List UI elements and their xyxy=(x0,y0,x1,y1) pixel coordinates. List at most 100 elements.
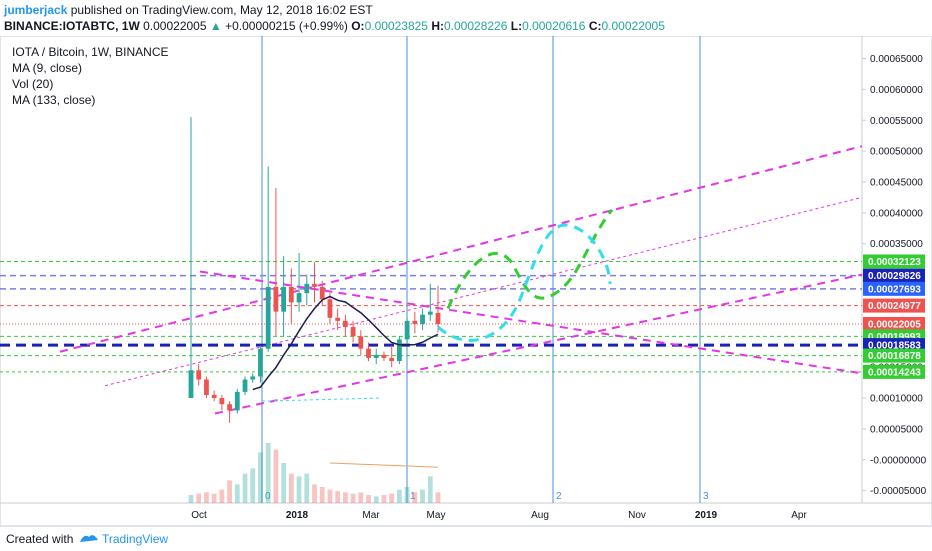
chart-header: jumberjack published on TradingView.com,… xyxy=(0,0,932,34)
up-arrow-icon: ▲ xyxy=(209,19,222,33)
volume-bar xyxy=(296,476,302,503)
publish-line: jumberjack published on TradingView.com,… xyxy=(4,3,373,17)
price-label-box xyxy=(863,348,925,363)
candle-body xyxy=(188,370,194,399)
volume-bar xyxy=(335,491,341,503)
price-label-text: 0.00016878 xyxy=(868,351,921,362)
y-tick-label: 0.00040000 xyxy=(870,208,923,219)
y-tick-label: 0.00005000 xyxy=(870,424,923,435)
x-tick-label: Oct xyxy=(191,510,207,521)
candle-body xyxy=(312,283,317,287)
vertical-marker-label: 2 xyxy=(556,491,562,502)
tradingview-brand-link[interactable]: TradingView xyxy=(102,532,169,546)
candle-body xyxy=(219,398,225,405)
volume-bar xyxy=(420,489,425,503)
price-label-box xyxy=(863,316,925,331)
y-tick-label: 0.00035000 xyxy=(870,239,923,250)
published-text: published on TradingView.com, May 12, 20… xyxy=(70,3,373,17)
volume-bar xyxy=(196,493,202,503)
price-chart[interactable]: 0.00065000 0.00060000 0.00055000 0.00050000… xyxy=(0,36,932,526)
candle-body xyxy=(250,376,256,380)
trend-line xyxy=(104,196,863,387)
volume-bar xyxy=(204,492,209,503)
candle-body xyxy=(427,311,433,315)
legend-indicator-vol[interactable]: Vol (20) xyxy=(12,77,54,91)
volume-bar xyxy=(366,495,371,503)
volume-bar xyxy=(304,473,310,503)
volume-bar xyxy=(265,443,271,503)
legend-indicator-ma133[interactable]: MA (133, close) xyxy=(12,93,96,107)
created-with-label: Created with xyxy=(6,532,74,546)
price-label-text: 0.00029826 xyxy=(868,271,921,282)
price-label-box xyxy=(863,281,925,296)
projection-path-green xyxy=(446,208,614,310)
price-label-text: 0.00018583 xyxy=(868,341,921,352)
volume-bar xyxy=(242,473,248,503)
candle-body xyxy=(234,391,240,411)
x-tick-label: 2018 xyxy=(286,510,309,521)
trend-line xyxy=(261,397,381,402)
candle-body xyxy=(258,348,263,377)
legend-indicator-ma9[interactable]: MA (9, close) xyxy=(12,61,83,75)
candle-body xyxy=(335,317,341,321)
projection-path-cyan xyxy=(437,223,612,342)
volume-ma-line xyxy=(329,462,439,468)
y-tick-label: 0.00050000 xyxy=(870,147,923,158)
ma9-line xyxy=(252,295,439,391)
y-tick-label: 0.00065000 xyxy=(870,54,923,65)
candle-body xyxy=(211,394,217,399)
legend-title: IOTA / Bitcoin, 1W, BINANCE xyxy=(12,45,169,59)
volume-bar xyxy=(427,476,433,503)
high-label: H: xyxy=(431,19,444,33)
candle-body xyxy=(242,379,248,392)
candle-body xyxy=(389,357,395,362)
y-tick-label: 0.00010000 xyxy=(870,394,923,405)
volume-bar xyxy=(273,449,279,503)
volume-bar xyxy=(412,492,418,503)
candle-body xyxy=(296,293,302,303)
chart-area[interactable]: 0.00065000 0.00060000 0.00055000 0.00050000… xyxy=(0,36,932,526)
vertical-marker-label: 3 xyxy=(703,491,709,502)
chart-legend: IOTA / Bitcoin, 1W, BINANCE MA (9, close… xyxy=(12,44,169,108)
price-label-text: 0.00027693 xyxy=(868,284,921,295)
volume-bar xyxy=(389,493,395,503)
candle-body xyxy=(412,320,418,324)
x-tick-label: Apr xyxy=(791,510,807,521)
candle-body xyxy=(342,320,348,328)
volume-bar xyxy=(327,489,333,503)
volume-bar xyxy=(350,493,356,503)
y-tick-label: -0.00005000 xyxy=(870,486,927,497)
candle-body xyxy=(196,370,202,380)
volume-bar xyxy=(312,484,317,503)
trend-line xyxy=(59,145,863,353)
volume-bar xyxy=(258,452,263,503)
candle-body xyxy=(366,348,371,358)
symbol-label: BINANCE:IOTABTC, 1W xyxy=(4,19,140,33)
vertical-marker-label: 0 xyxy=(265,491,271,502)
tradingview-logo-icon xyxy=(78,531,100,550)
open-value: 0.00023825 xyxy=(364,19,428,33)
low-value: 0.00020616 xyxy=(522,19,586,33)
volume-bar xyxy=(404,487,410,503)
candle-body xyxy=(350,327,356,337)
price-label-box xyxy=(863,254,925,269)
candle-body xyxy=(319,286,325,300)
price-label-text: 0.00022005 xyxy=(868,319,921,330)
volume-bar xyxy=(435,492,441,503)
volume-bar xyxy=(319,487,325,503)
high-value: 0.00028226 xyxy=(443,19,508,33)
volume-bar xyxy=(288,473,294,503)
price-change: +0.00000215 (+0.99%) xyxy=(225,19,348,33)
trend-line xyxy=(214,273,863,415)
close-value: 0.00022005 xyxy=(601,19,665,33)
price-label-text: 0.00019993 xyxy=(868,332,921,343)
candle-body xyxy=(404,320,410,340)
chart-border xyxy=(0,36,932,526)
volume-bar xyxy=(373,496,379,503)
price-label-text: 0.00032123 xyxy=(868,257,921,268)
author-link[interactable]: jumberjack xyxy=(4,3,68,17)
candle-body xyxy=(435,312,441,324)
volume-bar xyxy=(381,495,387,503)
price-label-box xyxy=(863,364,925,379)
volume-bar xyxy=(342,492,348,503)
